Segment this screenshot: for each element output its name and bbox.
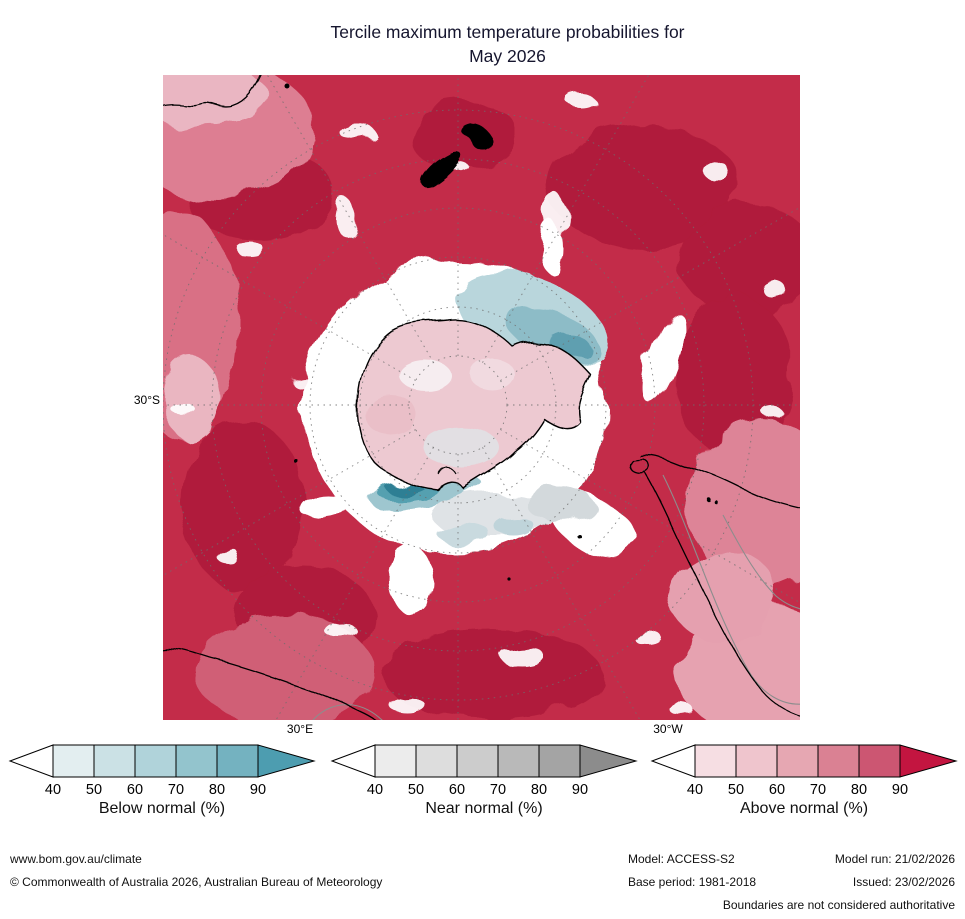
legend-below-normal: 40 50 60 70 80 90 Below normal (%) <box>8 744 316 818</box>
legend-swatch <box>93 744 136 778</box>
near-normal-grey-patches <box>431 488 595 545</box>
legend-swatch <box>8 744 54 778</box>
legend-swatch <box>817 744 860 778</box>
legend-tick: 40 <box>687 782 703 798</box>
legend-swatch <box>216 744 259 778</box>
legend-swatch <box>694 744 737 778</box>
legend-tick: 60 <box>449 782 465 798</box>
antarctica-probability-map <box>163 75 800 720</box>
legend-swatch <box>415 744 458 778</box>
legend-swatch <box>899 744 958 778</box>
footer-model-run: Model run: 21/02/2026 <box>834 852 955 866</box>
legend-swatch <box>134 744 177 778</box>
map-container <box>163 75 800 720</box>
latitude-label-30s: 30°S <box>133 393 160 407</box>
legend-tick: 80 <box>209 782 225 798</box>
legend-above-colorbar: 40 50 60 70 80 90 <box>650 744 958 798</box>
legend-swatch <box>538 744 581 778</box>
coastline-south-america <box>628 453 800 718</box>
longitude-label-30e: 30°E <box>286 722 314 736</box>
legend-swatch <box>330 744 376 778</box>
footer-disclaimer: Boundaries are not considered authoritat… <box>722 898 955 912</box>
legend-swatch <box>497 744 540 778</box>
legend-tick: 60 <box>769 782 785 798</box>
legend-tick: 40 <box>367 782 383 798</box>
page-title: Tercile maximum temperature probabilitie… <box>30 20 965 68</box>
coastline-australia <box>163 75 262 108</box>
legend-tick: 70 <box>810 782 826 798</box>
footer-website: www.bom.gov.au/climate <box>10 852 142 866</box>
legend-tick: 70 <box>490 782 506 798</box>
legend-swatch <box>579 744 638 778</box>
legend-tick: 60 <box>127 782 143 798</box>
legend-tick: 70 <box>168 782 184 798</box>
legend-above-label: Above normal (%) <box>739 800 869 817</box>
footer-copyright: © Commonwealth of Australia 2026, Austra… <box>10 875 383 889</box>
legend-tick: 40 <box>45 782 61 798</box>
title-line-1: Tercile maximum temperature probabilitie… <box>330 22 685 42</box>
legend-swatch <box>735 744 778 778</box>
legend-tick: 90 <box>572 782 588 798</box>
legend-swatch <box>858 744 901 778</box>
legend-swatch <box>257 744 316 778</box>
legend-tick: 80 <box>851 782 867 798</box>
legend-swatch <box>374 744 417 778</box>
legend-swatch <box>456 744 499 778</box>
probability-shading <box>163 75 800 720</box>
legend-tick: 90 <box>892 782 908 798</box>
legend-near-label: Near normal (%) <box>425 800 543 817</box>
legend-tick: 50 <box>86 782 102 798</box>
new-zealand-islands <box>420 123 494 187</box>
legend-tick: 50 <box>408 782 424 798</box>
footer-base-period: Base period: 1981-2018 <box>628 875 757 889</box>
legend-tick: 90 <box>250 782 266 798</box>
legend-tick: 50 <box>728 782 744 798</box>
legend-swatch <box>776 744 819 778</box>
footer-model: Model: ACCESS-S2 <box>628 852 735 866</box>
country-borders <box>312 474 800 720</box>
legend-near-normal: 40 50 60 70 80 90 Near normal (%) <box>330 744 638 818</box>
coastline-africa <box>163 647 377 720</box>
footer-issued: Issued: 23/02/2026 <box>852 875 955 889</box>
small-islands <box>293 458 582 583</box>
legend-swatch <box>175 744 218 778</box>
legend-below-colorbar: 40 50 60 70 80 90 <box>8 744 316 798</box>
legend-swatch <box>650 744 696 778</box>
legend-below-label: Below normal (%) <box>98 800 226 817</box>
legend-near-colorbar: 40 50 60 70 80 90 <box>330 744 638 798</box>
title-line-2: May 2026 <box>469 46 546 66</box>
legend-tick: 80 <box>531 782 547 798</box>
coastlines <box>163 75 800 720</box>
legend-above-normal: 40 50 60 70 80 90 Above normal (%) <box>650 744 958 818</box>
legend-swatch <box>52 744 95 778</box>
longitude-label-30w: 30°W <box>653 722 683 736</box>
island-tasmania <box>284 83 290 89</box>
